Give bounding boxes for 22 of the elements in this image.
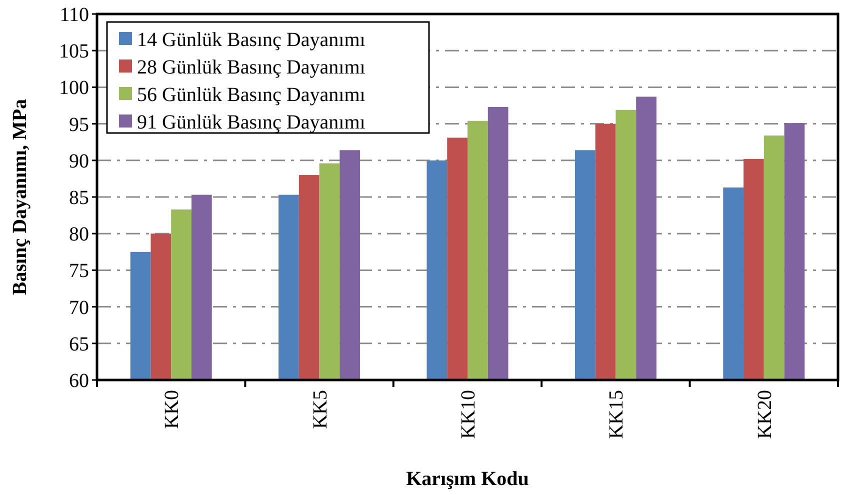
y-tick-label: 60 <box>69 370 89 392</box>
legend-label: 91 Günlük Basınç Dayanımı <box>137 112 366 134</box>
y-tick-label: 100 <box>59 77 89 100</box>
y-tick-label: 105 <box>59 40 89 63</box>
y-tick-label: 85 <box>69 187 89 209</box>
legend-label: 14 Günlük Basınç Dayanımı <box>137 29 366 51</box>
legend-label: 56 Günlük Basınç Dayanımı <box>137 84 366 106</box>
y-tick-label: 80 <box>69 224 89 246</box>
y-tick-label: 110 <box>60 4 89 26</box>
y-tick-label: 75 <box>69 260 89 282</box>
x-tick-label: KK0 <box>161 390 184 429</box>
legend-label: 28 Günlük Basınç Dayanımı <box>137 56 366 78</box>
y-tick-label: 70 <box>69 296 89 319</box>
x-axis-title: Karışım Kodu <box>406 468 529 490</box>
y-tick-label: 90 <box>69 150 89 172</box>
x-tick-label: KK5 <box>309 390 332 429</box>
x-tick-label: KK15 <box>606 390 628 439</box>
x-tick-label: KK10 <box>458 390 480 439</box>
y-tick-label: 95 <box>69 114 89 136</box>
y-tick-label: 65 <box>69 333 89 356</box>
x-tick-label: KK20 <box>754 390 776 439</box>
y-axis-title: Basınç Dayanımı, MPa <box>9 98 31 296</box>
